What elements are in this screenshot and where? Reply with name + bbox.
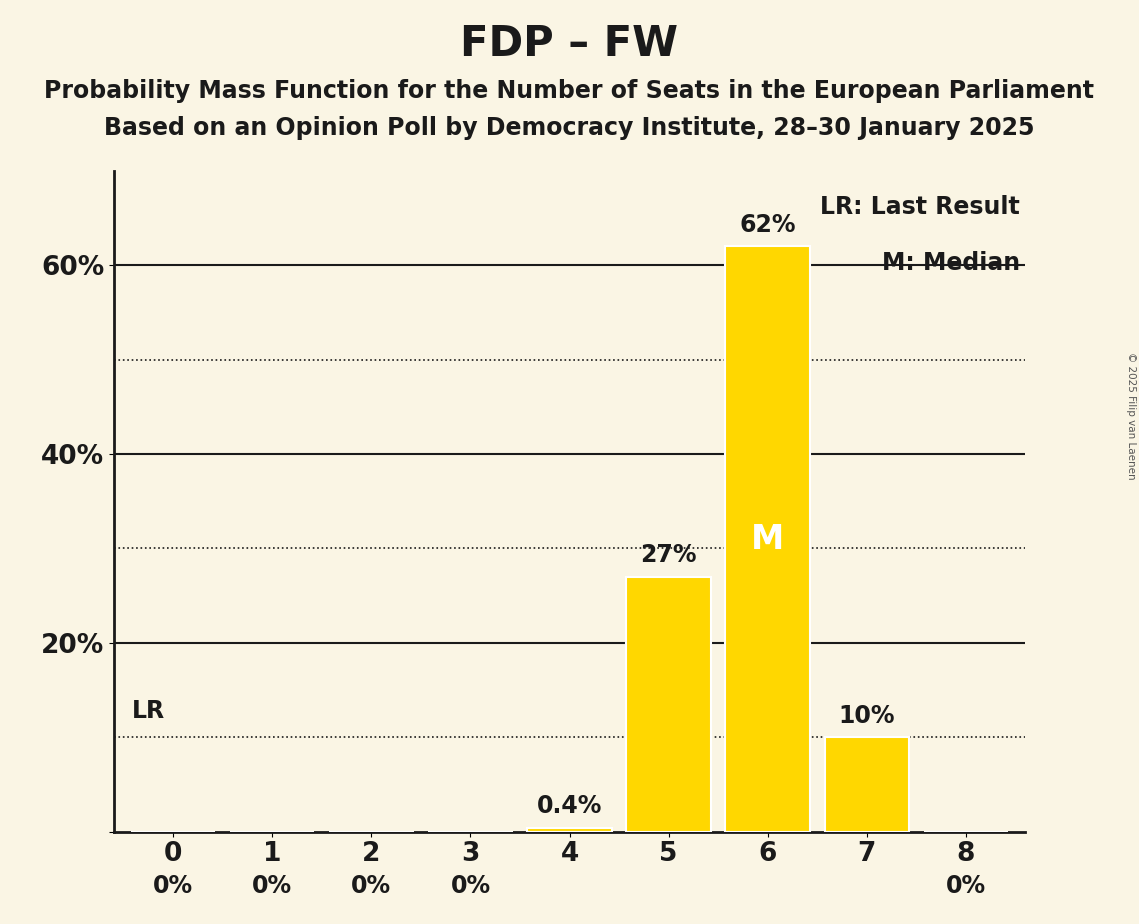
- Bar: [825, 737, 909, 832]
- Text: LR: Last Result: LR: Last Result: [820, 195, 1021, 219]
- Text: 0%: 0%: [154, 874, 194, 898]
- Text: 62%: 62%: [739, 213, 796, 237]
- Text: 0%: 0%: [945, 874, 985, 898]
- Bar: [626, 577, 711, 832]
- Text: 0.4%: 0.4%: [536, 795, 603, 819]
- Text: 0%: 0%: [253, 874, 293, 898]
- Text: M: M: [751, 523, 785, 555]
- Text: Based on an Opinion Poll by Democracy Institute, 28–30 January 2025: Based on an Opinion Poll by Democracy In…: [105, 116, 1034, 140]
- Text: FDP – FW: FDP – FW: [460, 23, 679, 65]
- Text: 0%: 0%: [351, 874, 392, 898]
- Text: 0%: 0%: [450, 874, 491, 898]
- Text: 10%: 10%: [838, 704, 895, 728]
- Bar: [726, 247, 810, 832]
- Text: Probability Mass Function for the Number of Seats in the European Parliament: Probability Mass Function for the Number…: [44, 79, 1095, 103]
- Text: 27%: 27%: [640, 543, 697, 567]
- Text: © 2025 Filip van Laenen: © 2025 Filip van Laenen: [1126, 352, 1136, 480]
- Bar: [527, 828, 612, 832]
- Text: LR: LR: [132, 699, 165, 723]
- Text: M: Median: M: Median: [882, 251, 1021, 275]
